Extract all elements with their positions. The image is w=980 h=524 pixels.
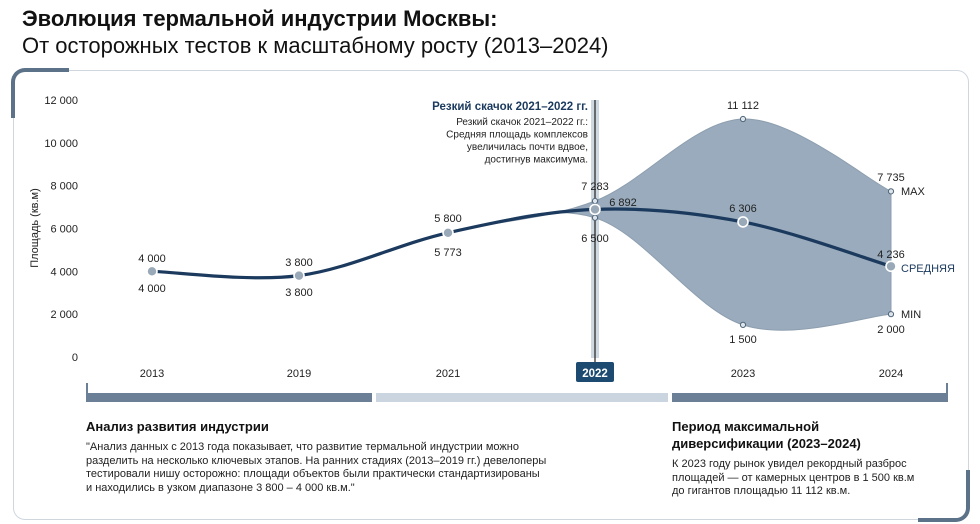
min-data-label: 6 500 (581, 233, 609, 245)
x-tick-label-highlighted: 2022 (582, 368, 608, 380)
max-point (887, 188, 895, 195)
x-tick-label: 2021 (436, 368, 460, 380)
right-panel-title: Период максимальной диверсификации (2023… (672, 418, 861, 452)
max-data-label: 7 735 (877, 172, 905, 184)
annotation-text-line: достигнув максимума. (485, 155, 588, 166)
max-point (739, 115, 747, 123)
right-panel-line: площадей — от камерных центров в 1 500 к… (672, 471, 915, 484)
right-panel-line: К 2023 году рынок увидел рекордный разбр… (672, 458, 907, 470)
series-label-max: MAX (901, 186, 926, 198)
chart-title-line1: Эволюция термальной индустрии Москвы: (22, 6, 498, 31)
x-tick-label: 2013 (140, 368, 164, 380)
left-panel-line: тестировали нишу осторожно: площади объе… (86, 468, 540, 480)
max-data-label: 11 112 (727, 100, 759, 112)
left-panel-line: "Анализ данных с 2013 года показывает, ч… (86, 441, 519, 453)
period-bar-early (86, 393, 372, 402)
right-panel-title-line: диверсификации (2023–2024) (672, 436, 861, 451)
average-data-label: 6 306 (729, 203, 757, 215)
average-data-label: 4 236 (877, 249, 905, 261)
average-point (146, 265, 158, 278)
max-data-label: 4 000 (138, 253, 166, 265)
y-tick-label: 10 000 (44, 138, 78, 150)
left-panel-line: и находились в узком диапазоне 3 800 – 4… (86, 481, 355, 494)
min-data-label: 4 000 (138, 283, 166, 295)
frame-corner-decoration (918, 470, 970, 522)
x-tick-label: 2019 (287, 368, 311, 380)
left-panel-line: разделить на несколько ключевых этапов. … (86, 454, 547, 467)
y-axis-label: Площадь (кв.м) (29, 188, 41, 268)
average-point (885, 260, 897, 273)
average-series-line (151, 207, 892, 280)
series-label-average: СРЕДНЯЯ (901, 263, 955, 275)
min-data-label: 3 800 (285, 287, 313, 299)
max-point (591, 197, 599, 205)
min-data-label: 2 000 (877, 324, 905, 336)
x-tick-label: 2023 (731, 368, 755, 380)
annotation-text-line: увеличилась почти вдвое, (467, 142, 588, 153)
min-point (591, 214, 599, 221)
average-point (737, 216, 749, 228)
annotation-title: Резкий скачок 2021–2022 гг. (432, 101, 588, 113)
average-point (293, 269, 305, 282)
right-panel-title-line: Период максимальной (672, 419, 820, 434)
chart-title-line2: От осторожных тестов к масштабному росту… (22, 33, 609, 58)
period-bar-diversification (672, 393, 948, 402)
max-data-label: 7 283 (581, 181, 609, 193)
annotation-text-line: Средняя площадь комплексов (446, 130, 588, 141)
y-tick-label: 2 000 (50, 309, 78, 321)
min-point (887, 311, 895, 318)
y-tick-label: 12 000 (44, 95, 78, 107)
annotation-text-line: Резкий скачок 2021–2022 гг.: (456, 117, 588, 128)
average-point (589, 203, 601, 216)
average-data-label: 6 892 (609, 197, 637, 209)
y-tick-label: 6 000 (50, 224, 78, 236)
average-point (442, 226, 454, 239)
highlighted-year-box (576, 362, 614, 382)
left-panel-title: Анализ развития индустрии (86, 419, 269, 434)
right-panel-line: до гигантов площадью 11 112 кв.м. (672, 485, 851, 497)
y-tick-label: 8 000 (50, 181, 78, 193)
max-data-label: 5 800 (434, 213, 462, 225)
series-label-min: MIN (901, 309, 921, 321)
max-data-label: 3 800 (285, 257, 313, 269)
y-tick-label: 0 (72, 352, 78, 364)
period-bar-growth (376, 393, 668, 402)
chart-frame (13, 70, 969, 520)
min-data-label: 1 500 (729, 334, 757, 346)
right-panel-text: К 2023 году рынок увидел рекордный разбр… (672, 458, 952, 499)
min-data-label: 5 773 (434, 247, 462, 259)
left-panel-text: "Анализ данных с 2013 года показывает, ч… (86, 441, 586, 495)
frame-corner-decoration (11, 68, 69, 118)
y-tick-label: 4 000 (50, 266, 78, 278)
min-point (739, 321, 747, 328)
x-tick-label: 2024 (879, 368, 903, 380)
